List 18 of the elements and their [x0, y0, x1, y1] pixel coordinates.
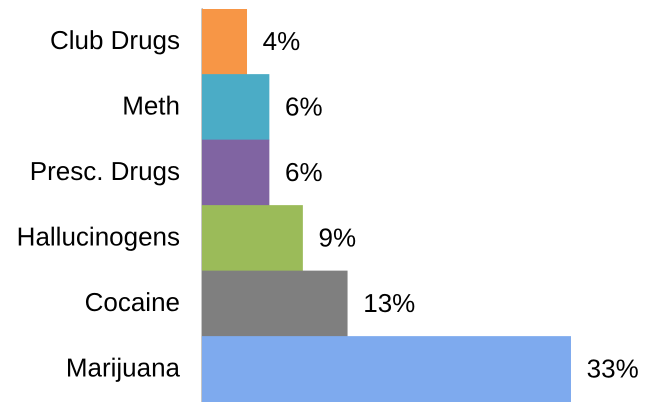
y-tick-label: Presc. Drugs — [30, 156, 180, 186]
data-label: 33% — [586, 353, 639, 384]
data-label: 9% — [318, 222, 356, 252]
y-tick-label: Marijuana — [66, 352, 181, 382]
data-label: 6% — [285, 91, 323, 122]
bar — [202, 74, 270, 140]
y-tick-label: Meth — [122, 90, 180, 120]
data-label: 6% — [285, 156, 323, 187]
bar — [202, 336, 571, 402]
y-tick-label: Hallucinogens — [16, 221, 180, 252]
bar — [202, 140, 270, 206]
bar — [202, 9, 248, 75]
data-label: 4% — [262, 26, 300, 56]
bar — [202, 270, 348, 337]
y-tick-label: Cocaine — [84, 286, 180, 317]
y-tick-label: Club Drugs — [50, 24, 180, 55]
bar — [202, 205, 303, 272]
data-label: 13% — [363, 288, 416, 318]
